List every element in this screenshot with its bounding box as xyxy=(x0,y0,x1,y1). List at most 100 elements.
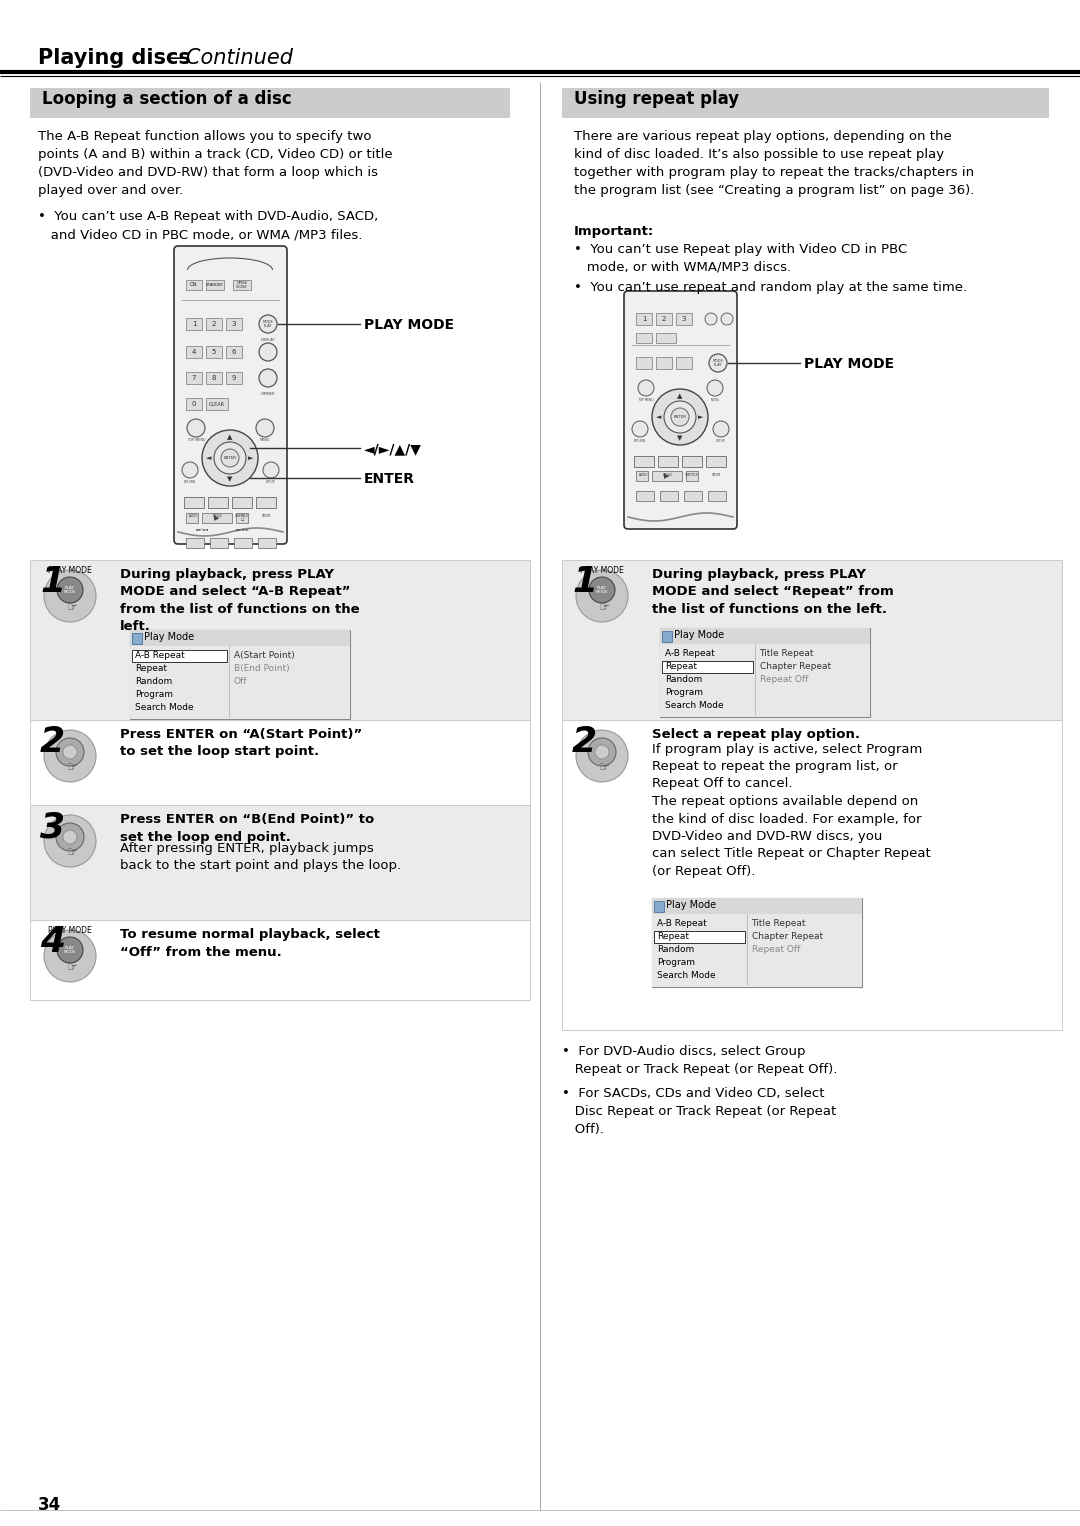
Text: PLAY
MODE: PLAY MODE xyxy=(64,586,77,594)
Circle shape xyxy=(56,823,84,852)
Bar xyxy=(186,372,202,385)
Bar xyxy=(562,720,1062,1030)
Text: ZOOM: ZOOM xyxy=(712,473,720,478)
Circle shape xyxy=(44,729,96,781)
Bar xyxy=(184,497,204,508)
Bar xyxy=(186,398,202,410)
Bar xyxy=(654,900,664,913)
Circle shape xyxy=(44,929,96,983)
Text: CLEAR: CLEAR xyxy=(210,401,225,406)
Text: PLAY MODE: PLAY MODE xyxy=(364,317,454,333)
Text: ENTER: ENTER xyxy=(364,472,415,485)
Circle shape xyxy=(264,462,279,478)
Text: MODE: MODE xyxy=(713,359,724,363)
Bar xyxy=(660,629,870,717)
Circle shape xyxy=(44,815,96,867)
Text: RETURN: RETURN xyxy=(184,481,195,484)
Text: SETUP: SETUP xyxy=(716,439,726,443)
Text: PLAY: PLAY xyxy=(264,324,272,328)
Bar xyxy=(206,372,222,385)
Text: Title Repeat: Title Repeat xyxy=(759,649,814,658)
Text: MODE: MODE xyxy=(262,320,273,324)
Text: PLAY MODE: PLAY MODE xyxy=(804,357,894,371)
Circle shape xyxy=(183,462,198,478)
Text: Chapter Repeat: Chapter Repeat xyxy=(752,932,823,942)
Text: 2: 2 xyxy=(662,316,666,322)
Bar xyxy=(226,346,242,359)
Text: ZOOM: ZOOM xyxy=(261,514,270,517)
Text: 1: 1 xyxy=(40,565,65,600)
Text: Random: Random xyxy=(657,945,694,954)
Text: 6: 6 xyxy=(232,349,237,356)
Circle shape xyxy=(576,571,627,623)
Text: Select a repeat play option.: Select a repeat play option. xyxy=(652,728,860,742)
Text: Press ENTER on “B(End Point)” to
set the loop end point.: Press ENTER on “B(End Point)” to set the… xyxy=(120,813,375,844)
Text: 8: 8 xyxy=(212,375,216,382)
Text: Repeat: Repeat xyxy=(657,932,689,942)
Text: Play Mode: Play Mode xyxy=(144,632,194,642)
Circle shape xyxy=(57,937,83,963)
Bar xyxy=(234,539,252,548)
Text: •  You can’t use A-B Repeat with DVD-Audio, SACD,
   and Video CD in PBC mode, o: • You can’t use A-B Repeat with DVD-Audi… xyxy=(38,211,378,241)
Text: ☞: ☞ xyxy=(598,601,609,615)
Bar xyxy=(206,279,224,290)
Circle shape xyxy=(705,313,717,325)
Text: 0: 0 xyxy=(192,401,197,407)
Text: AUDIO: AUDIO xyxy=(639,473,649,478)
Circle shape xyxy=(63,830,77,844)
Text: Repeat: Repeat xyxy=(135,664,167,673)
Circle shape xyxy=(638,380,654,397)
Bar xyxy=(656,313,672,325)
Bar xyxy=(208,497,228,508)
Text: After pressing ENTER, playback jumps
back to the start point and plays the loop.: After pressing ENTER, playback jumps bac… xyxy=(120,842,401,873)
Circle shape xyxy=(44,571,96,623)
Text: MENU: MENU xyxy=(260,438,270,443)
Text: ☞: ☞ xyxy=(66,847,78,859)
Circle shape xyxy=(63,745,77,758)
Text: During playback, press PLAY
MODE and select “Repeat” from
the list of functions : During playback, press PLAY MODE and sel… xyxy=(652,568,894,617)
Bar xyxy=(658,456,678,467)
Text: AUDIO: AUDIO xyxy=(189,514,199,517)
Bar xyxy=(206,398,228,410)
Bar xyxy=(206,317,222,330)
Bar xyxy=(562,560,1062,720)
Text: 3: 3 xyxy=(232,320,237,327)
Text: •  For SACDs, CDs and Video CD, select
   Disc Repeat or Track Repeat (or Repeat: • For SACDs, CDs and Video CD, select Di… xyxy=(562,1087,836,1135)
Text: Title Repeat: Title Repeat xyxy=(752,919,806,928)
Text: ▲: ▲ xyxy=(227,433,232,439)
Bar xyxy=(656,333,676,343)
Text: The A-B Repeat function allows you to specify two
points (A and B) within a trac: The A-B Repeat function allows you to sp… xyxy=(38,130,393,197)
Bar xyxy=(652,897,862,987)
Text: ◄: ◄ xyxy=(206,455,212,461)
Bar xyxy=(130,630,350,719)
Text: ◄: ◄ xyxy=(657,414,662,420)
Circle shape xyxy=(221,449,239,467)
Bar xyxy=(660,644,870,717)
Circle shape xyxy=(259,314,276,333)
Text: 2: 2 xyxy=(572,725,597,758)
Text: ◄◄/◄◄: ◄◄/◄◄ xyxy=(195,528,208,533)
Bar xyxy=(130,645,350,719)
Text: PLAY MODE: PLAY MODE xyxy=(580,566,624,575)
Text: DISPLAY: DISPLAY xyxy=(260,337,275,342)
Text: 3: 3 xyxy=(681,316,686,322)
Text: PLAY MODE: PLAY MODE xyxy=(49,566,92,575)
Text: 3: 3 xyxy=(40,810,65,844)
Text: •  You can’t use repeat and random play at the same time.: • You can’t use repeat and random play a… xyxy=(573,281,967,295)
Text: There are various repeat play options, depending on the
kind of disc loaded. It’: There are various repeat play options, d… xyxy=(573,130,974,197)
Text: OPEN/
CLOSE: OPEN/ CLOSE xyxy=(237,281,247,290)
Text: TOP MENU: TOP MENU xyxy=(638,398,653,401)
Text: STANDBY: STANDBY xyxy=(206,282,224,287)
Text: Program: Program xyxy=(665,688,703,697)
Bar xyxy=(562,89,1049,118)
Text: 9: 9 xyxy=(232,375,237,382)
Text: Program: Program xyxy=(657,958,696,967)
Text: MENU: MENU xyxy=(711,398,719,401)
Text: ►: ► xyxy=(248,455,254,461)
Text: ENTER: ENTER xyxy=(224,456,237,459)
Text: Search Mode: Search Mode xyxy=(135,703,193,713)
Text: •  You can’t use Repeat play with Video CD in PBC
   mode, or with WMA/MP3 discs: • You can’t use Repeat play with Video C… xyxy=(573,243,907,275)
Text: Off: Off xyxy=(234,678,247,687)
Bar xyxy=(684,491,702,501)
Text: DIMMER: DIMMER xyxy=(260,392,275,397)
